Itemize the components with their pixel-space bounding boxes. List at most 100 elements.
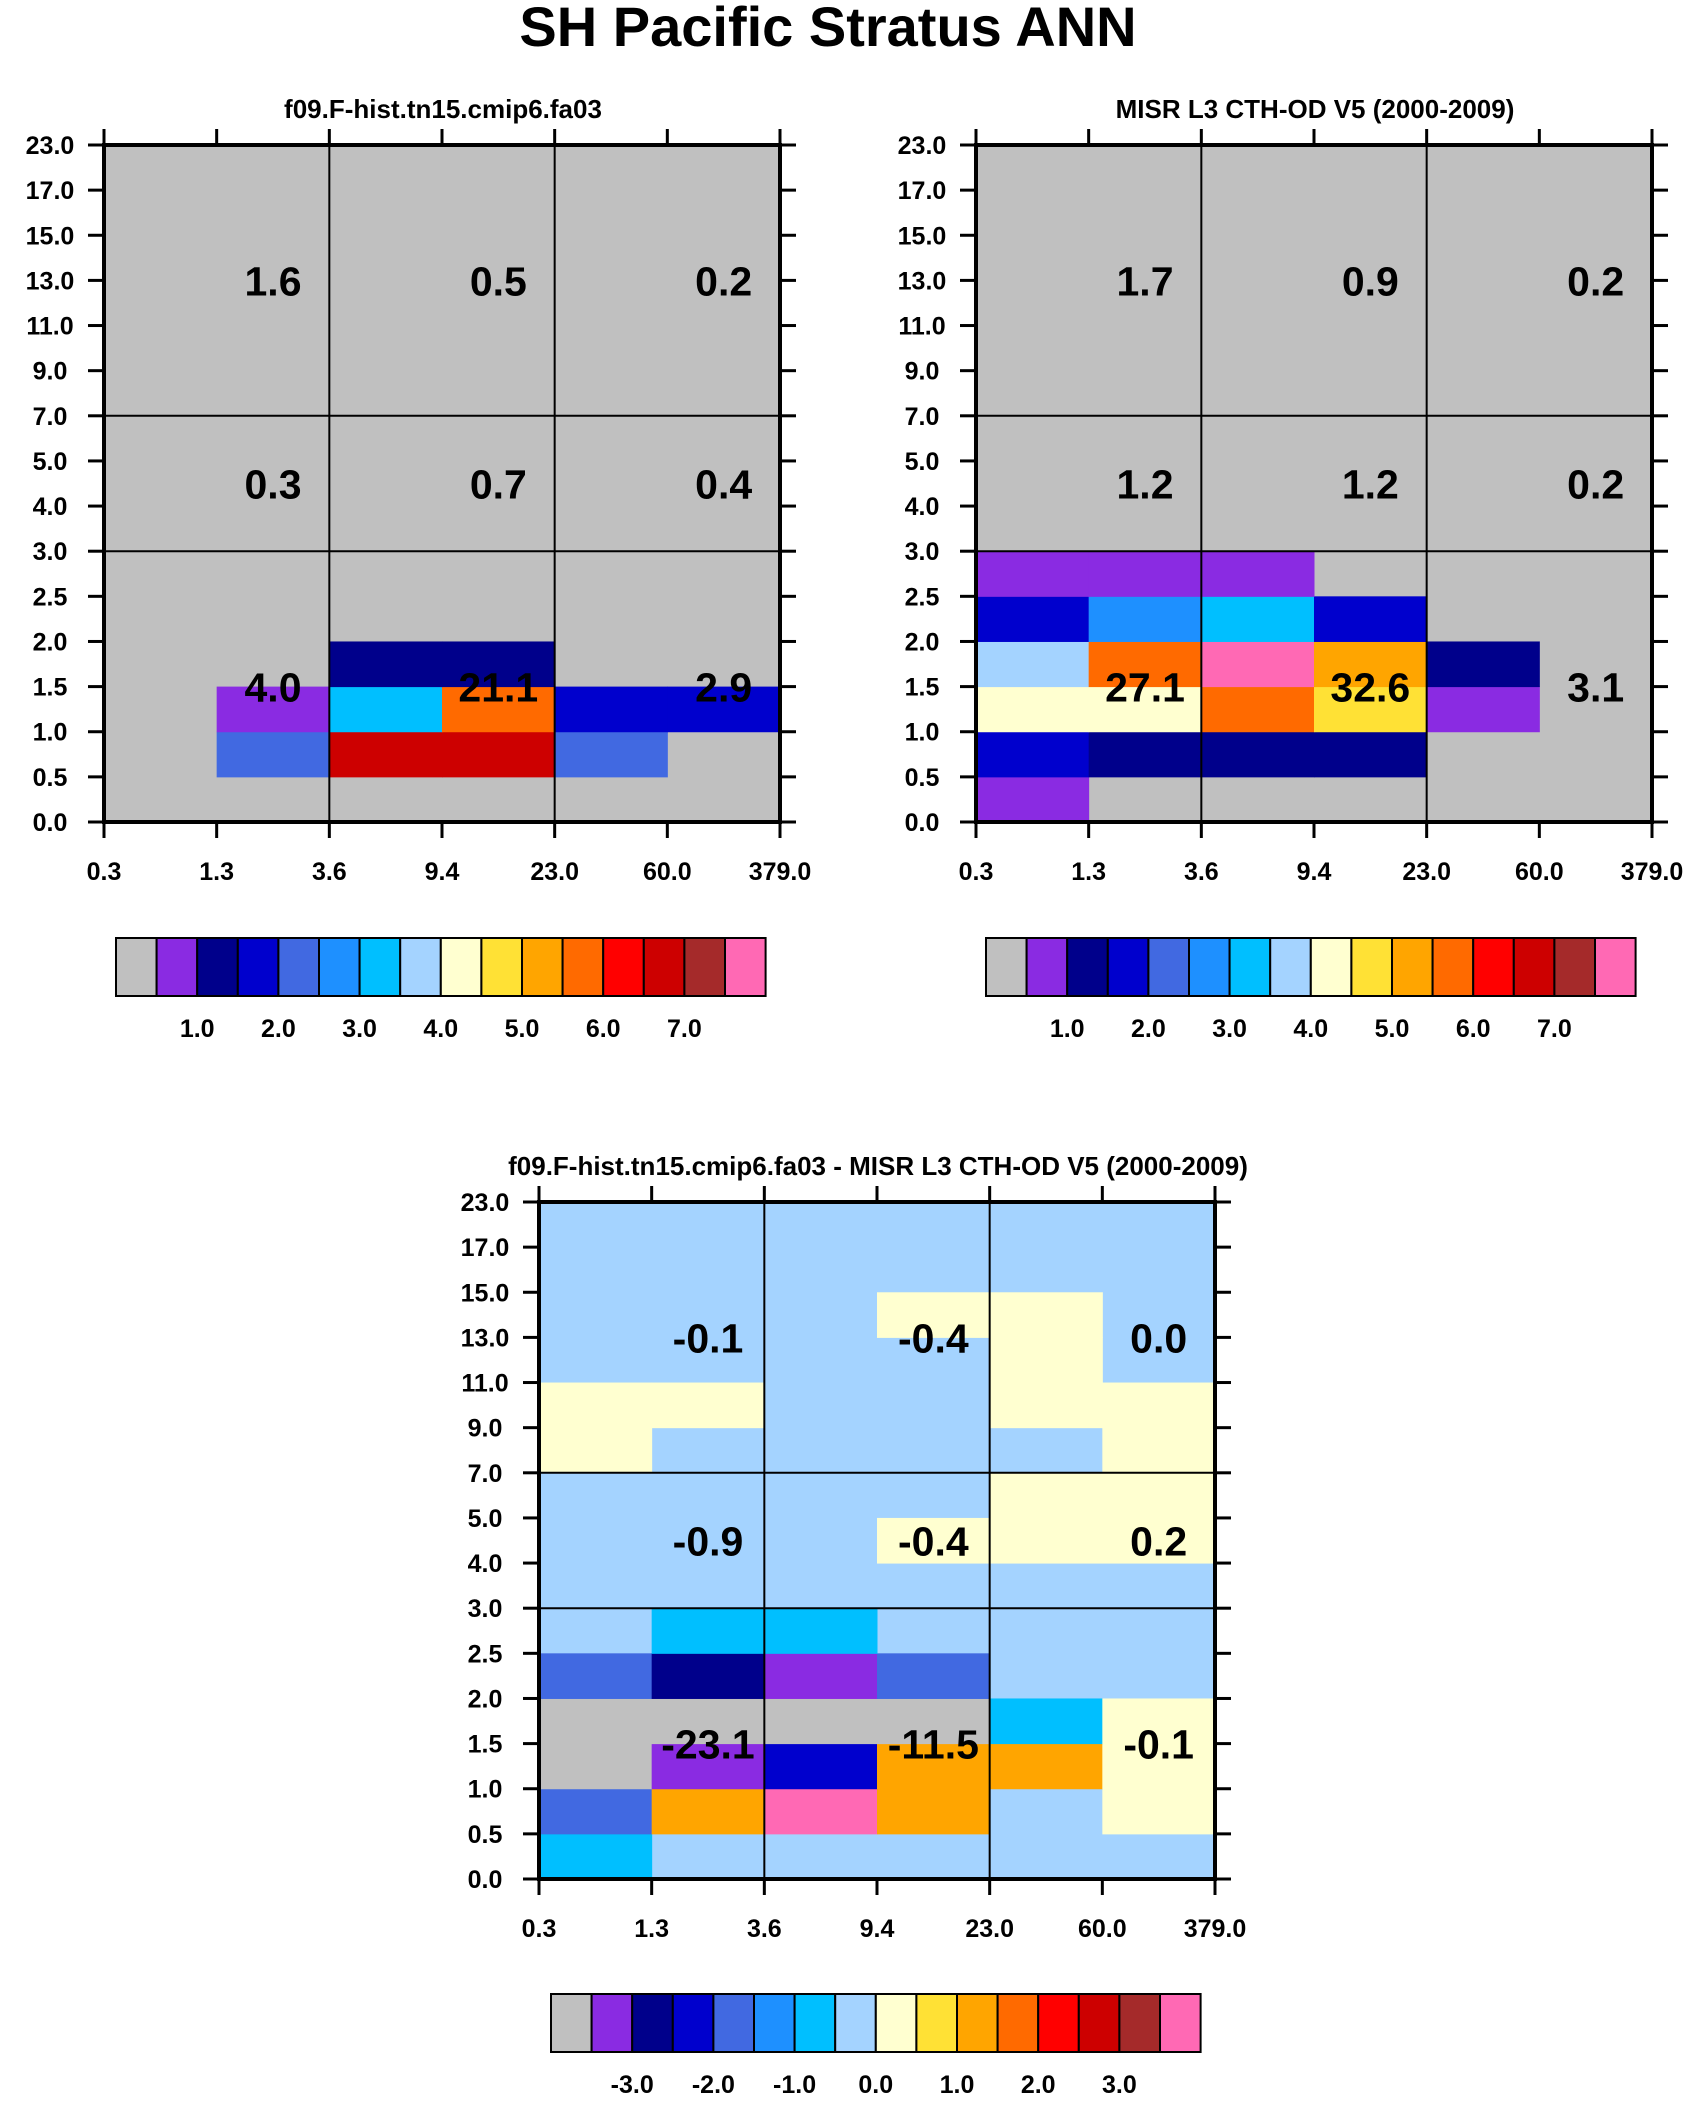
figure-canvas: SH Pacific Stratus ANN f09.F-hist.tn15.c… xyxy=(0,0,1696,2103)
colorbar-swatch xyxy=(986,938,1027,996)
histogram-cell xyxy=(1089,596,1202,642)
group-value-label: 0.2 xyxy=(1130,1519,1187,1565)
colorbar-swatch xyxy=(1433,938,1474,996)
colorbar-swatch xyxy=(522,938,563,996)
y-tick-label: 11.0 xyxy=(461,1370,508,1398)
x-tick-label: 23.0 xyxy=(530,858,579,886)
colorbar: 1.02.03.04.05.06.07.0 xyxy=(116,938,766,1043)
x-tick-label: 0.3 xyxy=(959,858,994,886)
histogram-cell xyxy=(539,1789,652,1835)
histogram-cell xyxy=(329,687,442,733)
colorbar-label: 4.0 xyxy=(423,1015,458,1043)
x-tick-label: 60.0 xyxy=(1078,1915,1127,1943)
difference-histogram-panel: 0.00.51.01.52.02.53.04.05.07.09.011.013.… xyxy=(461,1186,1247,2099)
x-tick-label: 379.0 xyxy=(1184,1915,1247,1943)
y-tick-label: 2.5 xyxy=(905,583,940,611)
histogram-cell xyxy=(764,1653,877,1699)
x-tick-label: 0.3 xyxy=(522,1915,557,1943)
colorbar-label: 7.0 xyxy=(1537,1015,1572,1043)
histogram-cell xyxy=(442,732,555,778)
x-tick-label: 23.0 xyxy=(1402,858,1451,886)
colorbar-label: 2.0 xyxy=(261,1015,296,1043)
histogram-cell xyxy=(976,687,1089,733)
y-tick-label: 1.0 xyxy=(905,719,940,747)
histogram-cell xyxy=(976,551,1089,597)
colorbar-swatch xyxy=(1473,938,1514,996)
x-tick-label: 379.0 xyxy=(749,858,812,886)
colorbar-label: 2.0 xyxy=(1131,1015,1166,1043)
y-tick-label: 7.0 xyxy=(905,403,940,431)
histogram-cell xyxy=(539,1834,652,1880)
panel-2-title: MISR L3 CTH-OD V5 (2000-2009) xyxy=(1116,94,1515,124)
x-tick-label: 9.4 xyxy=(425,858,460,886)
colorbar-label: 1.0 xyxy=(1050,1015,1085,1043)
colorbar-swatch xyxy=(603,938,644,996)
histogram-cell xyxy=(990,1744,1103,1790)
y-tick-label: 1.5 xyxy=(905,674,940,702)
histogram-cell xyxy=(555,732,668,778)
colorbar-swatch xyxy=(1160,1994,1201,2052)
colorbar-label: 4.0 xyxy=(1293,1015,1328,1043)
y-tick-label: 3.0 xyxy=(468,1595,503,1623)
histogram-cell xyxy=(1102,1789,1215,1835)
y-tick-label: 4.0 xyxy=(905,493,940,521)
x-tick-label: 3.6 xyxy=(747,1915,782,1943)
y-tick-label: 0.0 xyxy=(468,1866,503,1894)
x-tick-label: 9.4 xyxy=(860,1915,895,1943)
y-tick-label: 1.0 xyxy=(33,719,68,747)
histogram-cell xyxy=(976,641,1089,687)
x-tick-label: 23.0 xyxy=(965,1915,1014,1943)
colorbar-label: 2.0 xyxy=(1021,2071,1056,2099)
y-tick-label: 0.0 xyxy=(33,809,68,837)
colorbar-swatch xyxy=(1595,938,1636,996)
colorbar-swatch xyxy=(754,1994,795,2052)
y-tick-label: 23.0 xyxy=(26,132,75,160)
y-tick-label: 2.5 xyxy=(33,583,68,611)
colorbar-swatch xyxy=(713,1994,754,2052)
histogram-cell xyxy=(652,1608,765,1654)
group-value-label: 0.2 xyxy=(695,258,752,304)
y-tick-label: 3.0 xyxy=(905,538,940,566)
group-value-label: 32.6 xyxy=(1330,665,1410,711)
colorbar-label: 3.0 xyxy=(342,1015,377,1043)
x-tick-label: 3.6 xyxy=(312,858,347,886)
colorbar-label: 6.0 xyxy=(1456,1015,1491,1043)
y-tick-label: 1.0 xyxy=(468,1776,503,1804)
y-tick-label: 15.0 xyxy=(898,222,947,250)
group-value-label: -0.4 xyxy=(898,1519,969,1565)
y-tick-label: 5.0 xyxy=(905,448,940,476)
group-value-label: -0.4 xyxy=(898,1315,969,1361)
histogram-cell xyxy=(1089,732,1202,778)
colorbar-swatch xyxy=(319,938,360,996)
histogram-cell xyxy=(764,1744,877,1790)
histogram-cell xyxy=(877,1653,990,1699)
y-tick-label: 5.0 xyxy=(33,448,68,476)
group-value-label: 21.1 xyxy=(458,665,538,711)
colorbar: 1.02.03.04.05.06.07.0 xyxy=(986,938,1636,1043)
x-tick-label: 60.0 xyxy=(643,858,692,886)
histogram-cell xyxy=(1427,687,1540,733)
colorbar-swatch xyxy=(197,938,238,996)
group-value-label: 2.9 xyxy=(695,665,752,711)
histogram-cell xyxy=(990,1292,1103,1338)
colorbar-swatch xyxy=(1392,938,1433,996)
colorbar-swatch xyxy=(278,938,319,996)
colorbar-swatch xyxy=(1067,938,1108,996)
y-tick-label: 2.0 xyxy=(905,628,940,656)
histogram-cell xyxy=(1102,1383,1215,1429)
histogram-cell xyxy=(539,1698,652,1744)
colorbar-swatch xyxy=(1351,938,1392,996)
histogram-cell xyxy=(1089,551,1202,597)
group-value-label: 0.0 xyxy=(1130,1315,1187,1361)
y-tick-label: 4.0 xyxy=(33,493,68,521)
colorbar-swatch xyxy=(563,938,604,996)
colorbar-swatch xyxy=(957,1994,998,2052)
histogram-cell xyxy=(329,732,442,778)
colorbar-swatch xyxy=(1119,1994,1160,2052)
group-value-label: 0.2 xyxy=(1567,462,1624,508)
histogram-cell xyxy=(976,732,1089,778)
histogram-cell xyxy=(329,641,442,687)
histogram-cell xyxy=(877,1789,990,1835)
panel-1-title: f09.F-hist.tn15.cmip6.fa03 xyxy=(284,94,602,124)
colorbar-swatch xyxy=(360,938,401,996)
